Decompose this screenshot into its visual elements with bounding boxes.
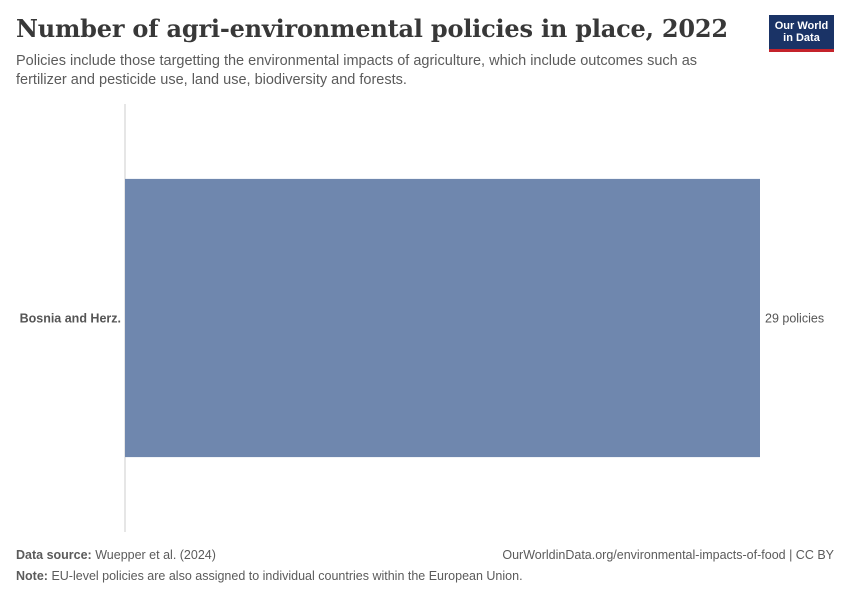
data-source-label: Data source: [16, 548, 92, 562]
logo-line-2: in Data [783, 32, 820, 44]
chart-title: Number of agri-environmental policies in… [16, 14, 728, 43]
logo-line-1: Our World [774, 20, 829, 32]
owid-logo[interactable]: Our World in Data [769, 15, 834, 52]
chart-subtitle: Policies include those targetting the en… [16, 53, 698, 88]
chart-note: Note: EU-level policies are also assigne… [16, 569, 523, 583]
bar[interactable] [125, 178, 760, 458]
note-label: Note: [16, 569, 48, 583]
value-label: 29 policies [765, 312, 824, 326]
note-text: EU-level policies are also assigned to i… [51, 569, 523, 583]
data-source-link[interactable]: Wuepper et al. (2024) [95, 548, 216, 562]
source-url[interactable]: OurWorldinData.org/environmental-impacts… [502, 548, 834, 562]
category-label: Bosnia and Herz. [20, 312, 121, 326]
data-source: Data source: Wuepper et al. (2024) [16, 548, 216, 562]
